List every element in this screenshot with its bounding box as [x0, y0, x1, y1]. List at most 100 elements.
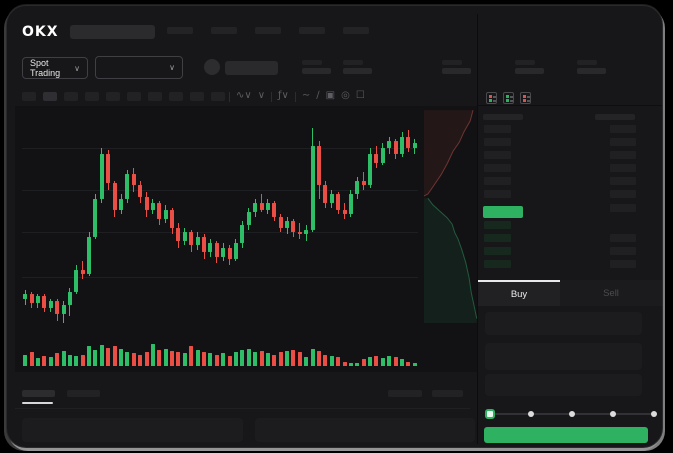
slider-handle[interactable] [485, 409, 495, 419]
candle [80, 269, 85, 275]
nav-item-placeholder[interactable] [343, 27, 369, 34]
volume-bar [374, 356, 379, 366]
tab-buy[interactable]: Buy [478, 280, 560, 306]
volume-bar [157, 349, 162, 366]
last-price-indicator[interactable] [483, 206, 523, 218]
gridline [22, 189, 418, 191]
order-input-placeholder[interactable] [485, 312, 642, 335]
candle [285, 221, 290, 228]
nav-item-placeholder[interactable] [211, 27, 237, 34]
candle [119, 198, 123, 210]
orders-action-placeholder[interactable] [432, 390, 463, 397]
chart-section-bg [15, 106, 477, 372]
chart-type-icon[interactable]: ∿∨ [236, 90, 252, 101]
candle [138, 185, 143, 197]
order-input-placeholder[interactable] [485, 343, 642, 370]
candle [61, 305, 66, 315]
candle [99, 154, 104, 199]
line-tool-icon[interactable]: ∼ [301, 90, 311, 101]
chart-canvas[interactable] [22, 110, 418, 332]
candle [240, 225, 245, 244]
volume-bar [170, 351, 175, 366]
slider-stop[interactable] [610, 411, 616, 417]
tab-sell-label: Sell [603, 287, 619, 299]
tab-sell[interactable]: Sell [560, 280, 662, 306]
candle [202, 236, 207, 253]
interval-button-placeholder[interactable] [22, 92, 36, 101]
indicators-icon[interactable]: ƒ∨ [278, 90, 289, 101]
slider-stop[interactable] [651, 411, 657, 417]
interval-button-placeholder[interactable] [148, 92, 162, 101]
volume-bar [93, 349, 98, 366]
toolbar-separator [271, 91, 273, 102]
candle [23, 294, 28, 299]
interval-button-placeholder[interactable] [190, 92, 204, 101]
volume-bar [144, 352, 149, 366]
fullscreen-icon[interactable]: ☐ [355, 90, 365, 101]
drawing-tool-icon[interactable]: ∕ [316, 90, 320, 101]
orders-tab-placeholder[interactable] [22, 390, 55, 397]
search-placeholder [70, 25, 155, 39]
stat-value-placeholder [343, 68, 372, 74]
book-col-header [595, 114, 635, 120]
volume-pane[interactable] [22, 342, 418, 366]
volume-bar [310, 348, 315, 366]
candle [380, 147, 385, 164]
bid-row-amount [610, 234, 636, 242]
interval-button-placeholder[interactable] [211, 92, 225, 101]
interval-button-placeholder[interactable] [64, 92, 78, 101]
candle [170, 209, 175, 228]
book-asks-icon[interactable] [520, 92, 531, 104]
candle [246, 212, 251, 226]
interval-button-placeholder[interactable] [106, 92, 120, 101]
toolbar-separator [294, 91, 296, 102]
interval-button-placeholder[interactable] [169, 92, 183, 101]
orders-tab-placeholder[interactable] [67, 390, 100, 397]
slider-stop[interactable] [569, 411, 575, 417]
market-type-selector[interactable]: Spot Trading ∨ [22, 57, 88, 79]
candle [93, 198, 98, 237]
interval-button-placeholder[interactable] [43, 92, 57, 101]
nav-item-placeholder[interactable] [299, 27, 325, 34]
candle-wick [299, 223, 301, 239]
book-combined-icon[interactable] [486, 92, 497, 104]
interval-button-placeholder[interactable] [127, 92, 141, 101]
buy-submit-button[interactable] [484, 427, 648, 443]
candle [55, 300, 60, 315]
book-bids-icon[interactable] [503, 92, 514, 104]
divider [478, 105, 662, 106]
volume-bar [182, 353, 187, 366]
candle [393, 141, 398, 155]
stat-label-placeholder [515, 60, 535, 65]
candle [150, 203, 155, 210]
candle [195, 236, 200, 246]
volume-bar [304, 356, 309, 366]
okx-logo[interactable]: OKX [22, 24, 59, 40]
pair-selector-dropdown[interactable]: ∨ [95, 56, 183, 79]
interval-button-placeholder[interactable] [85, 92, 99, 101]
divider [15, 408, 470, 409]
orders-action-placeholder[interactable] [388, 390, 422, 397]
nav-item-placeholder[interactable] [255, 27, 281, 34]
overlay-dropdown-icon[interactable]: ∨ [257, 90, 266, 101]
candle [310, 145, 315, 230]
volume-bar [265, 353, 270, 366]
candle [106, 154, 111, 184]
volume-bar [240, 349, 245, 366]
nav-item-placeholder[interactable] [167, 27, 193, 34]
screenshot-icon[interactable]: ▣ [325, 90, 336, 101]
candle [208, 243, 213, 253]
stat-value-placeholder [302, 68, 331, 74]
candle [348, 194, 353, 215]
volume-bar [259, 351, 264, 366]
volume-bar [336, 356, 341, 366]
candle [278, 216, 283, 228]
order-input-placeholder[interactable] [485, 374, 642, 396]
candle [400, 136, 405, 155]
volume-bar [227, 355, 232, 366]
slider-stop[interactable] [528, 411, 534, 417]
volume-bar [87, 346, 92, 366]
chart-settings-icon[interactable]: ◎ [341, 90, 350, 101]
ask-row-price [484, 151, 511, 159]
volume-bar [221, 353, 226, 366]
